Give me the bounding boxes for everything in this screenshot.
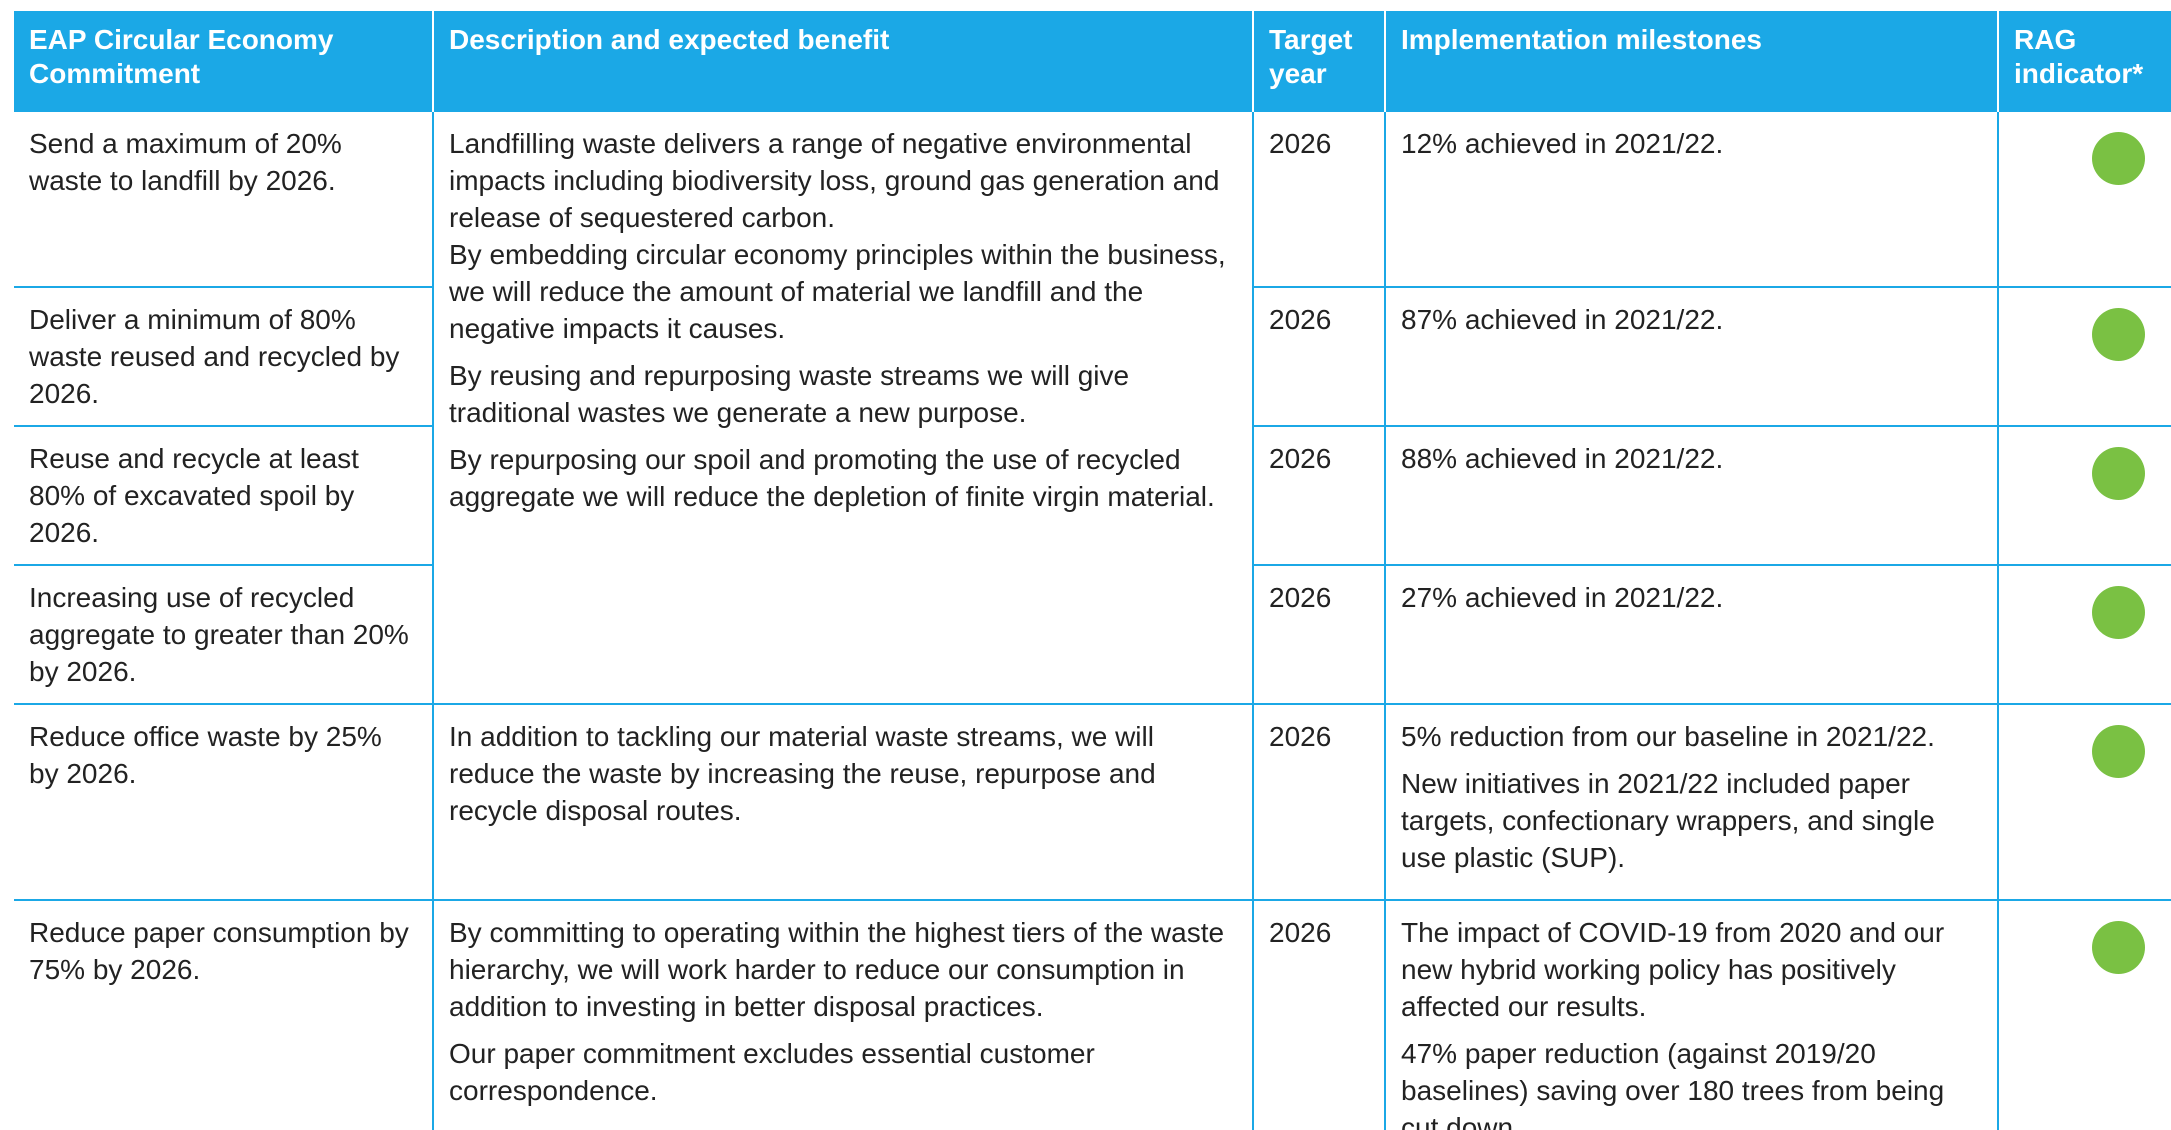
row: Increasing use of recycled aggregate to … bbox=[14, 564, 2171, 705]
target-year: 2026 bbox=[1252, 425, 1386, 566]
rag-cell bbox=[1997, 425, 2171, 566]
paragraph: 88% achieved in 2021/22. bbox=[1401, 443, 1724, 474]
rag-cell bbox=[1997, 564, 2171, 705]
paragraph: By embedding circular economy principles… bbox=[449, 239, 1226, 344]
commitments-table: EAP Circular Economy Commitment Descript… bbox=[14, 11, 2171, 1130]
row: Reduce paper consumption by 75% by 2026.… bbox=[14, 899, 2171, 1130]
description: By committing to operating within the hi… bbox=[432, 899, 1254, 1130]
commitment: Reduce office waste by 25% by 2026. bbox=[14, 703, 434, 901]
milestone: The impact of COVID-19 from 2020 and our… bbox=[1384, 899, 1999, 1130]
rag-indicator bbox=[2092, 586, 2145, 639]
paragraph: By committing to operating within the hi… bbox=[449, 917, 1225, 1022]
rag-indicator bbox=[2092, 132, 2145, 185]
header-cell: Target year bbox=[1252, 11, 1385, 111]
milestone: 27% achieved in 2021/22. bbox=[1384, 564, 1999, 705]
rag-cell bbox=[1997, 286, 2171, 427]
header-cell: RAG indicator* bbox=[1997, 11, 2171, 111]
commitment: Reduce paper consumption by 75% by 2026. bbox=[14, 899, 434, 1130]
row: Reduce office waste by 25% by 2026. In a… bbox=[14, 703, 2171, 901]
paragraph: By repurposing our spoil and promoting t… bbox=[449, 444, 1215, 512]
row: Reuse and recycle at least 80% of excava… bbox=[14, 425, 2171, 566]
paragraph: By reusing and repurposing waste streams… bbox=[449, 360, 1130, 428]
rag-indicator bbox=[2092, 447, 2145, 500]
row: Send a maximum of 20% waste to landfill … bbox=[14, 110, 2171, 705]
target-year: 2026 bbox=[1252, 899, 1386, 1130]
rag-cell bbox=[1997, 703, 2171, 901]
header-cell: Implementation milestones bbox=[1384, 11, 1998, 111]
description: In addition to tackling our material was… bbox=[432, 703, 1254, 901]
paragraph: 5% reduction from our baseline in 2021/2… bbox=[1401, 721, 1935, 752]
header-row: EAP Circular Economy Commitment Descript… bbox=[14, 11, 2171, 111]
paragraph: 47% paper reduction (against 2019/20 bas… bbox=[1401, 1038, 1945, 1130]
row: Deliver a minimum of 80% waste reused an… bbox=[14, 286, 2171, 427]
rag-indicator bbox=[2092, 308, 2145, 361]
target-year: 2026 bbox=[1252, 110, 1386, 288]
description: Landfilling waste delivers a range of ne… bbox=[432, 110, 1254, 705]
rag-cell bbox=[1997, 899, 2171, 1130]
paragraph: New initiatives in 2021/22 included pape… bbox=[1401, 768, 1935, 873]
target-year: 2026 bbox=[1252, 564, 1386, 705]
paragraph: 87% achieved in 2021/22. bbox=[1401, 304, 1724, 335]
paragraph: 27% achieved in 2021/22. bbox=[1401, 582, 1724, 613]
commitment: Send a maximum of 20% waste to landfill … bbox=[14, 110, 434, 288]
paragraph: Landfilling waste delivers a range of ne… bbox=[449, 128, 1220, 233]
milestone: 5% reduction from our baseline in 2021/2… bbox=[1384, 703, 1999, 901]
header-cell: Description and expected benefit bbox=[432, 11, 1253, 111]
paragraph: In addition to tackling our material was… bbox=[449, 721, 1156, 826]
milestone: 12% achieved in 2021/22. bbox=[1384, 110, 1999, 288]
rag-indicator bbox=[2092, 725, 2145, 778]
rag-indicator bbox=[2092, 921, 2145, 974]
rag-cell bbox=[1997, 110, 2171, 288]
header-cell: EAP Circular Economy Commitment bbox=[14, 11, 433, 111]
paragraph: The impact of COVID-19 from 2020 and our… bbox=[1401, 917, 1945, 1022]
target-year: 2026 bbox=[1252, 703, 1386, 901]
commitment: Increasing use of recycled aggregate to … bbox=[14, 564, 434, 705]
milestone: 87% achieved in 2021/22. bbox=[1384, 286, 1999, 427]
commitment: Deliver a minimum of 80% waste reused an… bbox=[14, 286, 434, 427]
commitment: Reuse and recycle at least 80% of excava… bbox=[14, 425, 434, 566]
target-year: 2026 bbox=[1252, 286, 1386, 427]
paragraph: Our paper commitment excludes essential … bbox=[449, 1038, 1095, 1106]
milestone: 88% achieved in 2021/22. bbox=[1384, 425, 1999, 566]
paragraph: 12% achieved in 2021/22. bbox=[1401, 128, 1724, 159]
